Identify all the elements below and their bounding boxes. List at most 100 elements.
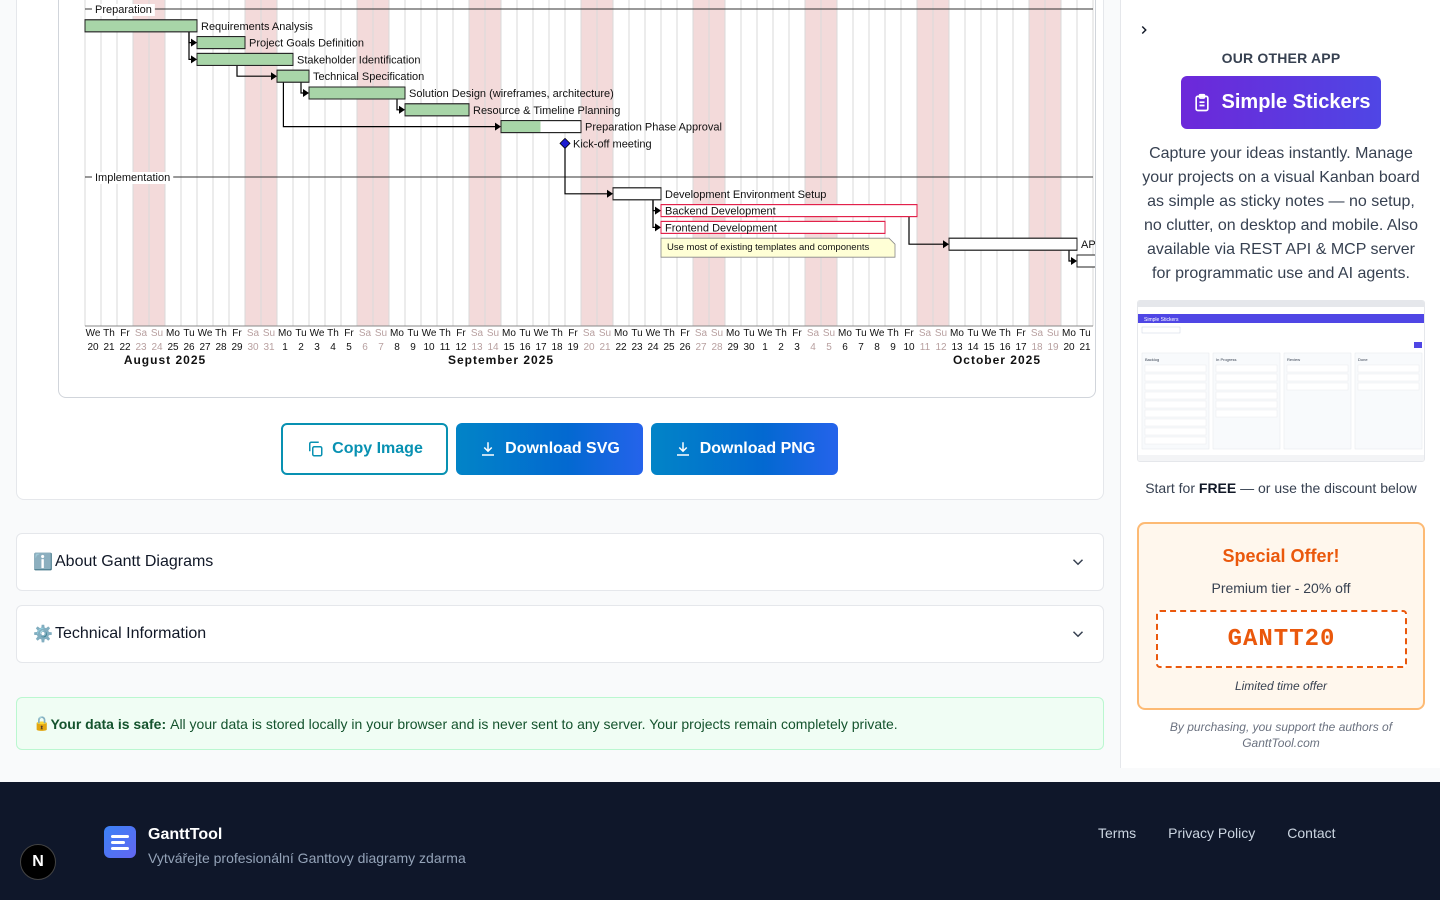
preview-card [1215, 400, 1278, 409]
day-letter: Sa [359, 328, 372, 339]
safety-heading: Your data is safe: [50, 715, 167, 732]
day-number: 10 [903, 342, 915, 353]
promo-sidebar: OUR OTHER APP Simple Stickers Capture yo… [1120, 0, 1440, 768]
footer-brand-name[interactable]: GanttTool [148, 826, 223, 843]
copy-icon [309, 441, 323, 457]
task-bar-outline [404, 103, 470, 117]
gantt-card: Preparation Implementation Requirements An… [16, 0, 1104, 500]
day-letter: We [982, 328, 997, 339]
preview-card [1357, 382, 1420, 391]
simple-stickers-button[interactable]: Simple Stickers [1181, 76, 1381, 129]
day-number: 31 [263, 342, 275, 353]
day-number: 22 [615, 342, 627, 353]
day-letter: Su [151, 328, 163, 339]
day-number: 3 [794, 342, 800, 353]
task-bar-outline [276, 69, 310, 83]
day-letter: Fr [232, 328, 242, 339]
app-screenshot-preview[interactable]: Simple Stickers Backlog In Progress Review… [1137, 300, 1425, 462]
discount-code[interactable]: GANTT20 [1156, 610, 1407, 668]
day-number: 25 [663, 342, 675, 353]
day-number: 13 [951, 342, 963, 353]
support-text: By purchasing, you support the authors o… [1169, 720, 1393, 750]
task-label: Backend Development [665, 206, 776, 218]
start-free-suffix: — or use the discount below [1236, 480, 1417, 496]
day-letter: Mo [166, 328, 180, 339]
download-svg-button[interactable]: Download SVG [456, 423, 643, 475]
day-letter: Sa [807, 328, 820, 339]
day-number: 11 [920, 342, 931, 353]
gantttool-logo-icon[interactable] [104, 826, 136, 858]
day-number: 14 [487, 342, 499, 353]
day-number: 12 [935, 342, 947, 353]
day-number: 28 [215, 342, 227, 353]
footer-link-contact[interactable]: Contact [1287, 825, 1336, 841]
day-letter: Tu [743, 328, 754, 339]
task-bar-outline [1076, 254, 1095, 268]
copy-image-label: Copy Image [332, 440, 423, 457]
note-text: Use most of existing templates and compo… [667, 242, 869, 253]
task-bar-outline [948, 237, 1078, 251]
task-progress [85, 20, 197, 32]
weekend-shade [693, 0, 709, 326]
day-number: 1 [282, 342, 288, 353]
task-bar-outline [660, 220, 886, 234]
preview-card [1286, 364, 1349, 373]
day-number: 24 [647, 342, 659, 353]
weekend-shade [917, 0, 933, 326]
accordion-about-title: About Gantt Diagrams [55, 553, 214, 570]
day-number: 7 [378, 342, 384, 353]
day-letter: Su [487, 328, 499, 339]
nextjs-dev-badge[interactable]: N [20, 844, 56, 880]
weekend-shade [1029, 0, 1045, 326]
day-letter: Th [999, 328, 1011, 339]
accordion-technical-title: Technical Information [55, 625, 207, 642]
preview-column-title: Backlog [1145, 357, 1159, 362]
day-letter: We [422, 328, 437, 339]
day-number: 27 [199, 342, 211, 353]
task-progress [309, 87, 405, 99]
day-number: 25 [167, 342, 179, 353]
footer-link-terms[interactable]: Terms [1098, 825, 1137, 841]
day-number: 8 [394, 342, 400, 353]
copy-image-button[interactable]: Copy Image [281, 423, 448, 475]
day-letter: Su [935, 328, 947, 339]
weekend-shade [245, 0, 261, 326]
day-number: 9 [890, 342, 896, 353]
preview-title: Simple Stickers [1144, 317, 1179, 323]
day-letter: Fr [680, 328, 690, 339]
day-number: 4 [810, 342, 816, 353]
day-letter: Mo [278, 328, 292, 339]
day-number: 3 [314, 342, 320, 353]
weekend-shade [821, 0, 837, 326]
weekend-shade [1045, 0, 1061, 326]
month-label: August 2025 [124, 353, 206, 367]
day-letter: We [758, 328, 773, 339]
dependency-arrow [399, 105, 405, 114]
weekend-shade [709, 0, 725, 326]
preview-card [1144, 436, 1207, 445]
day-letter: Tu [1079, 328, 1090, 339]
day-letter: Mo [390, 328, 404, 339]
safety-text: All your data is stored locally in your … [170, 715, 898, 732]
day-letter: Sa [583, 328, 596, 339]
footer-link-privacy[interactable]: Privacy Policy [1168, 825, 1256, 841]
task-label: Development Environment Setup [665, 189, 826, 201]
day-number: 18 [551, 342, 563, 353]
day-letter: Th [551, 328, 563, 339]
preview-card [1144, 373, 1207, 382]
day-letter: Fr [344, 328, 354, 339]
day-letter: Fr [120, 328, 130, 339]
day-letter: Th [327, 328, 339, 339]
download-png-button[interactable]: Download PNG [651, 423, 838, 475]
offer-title: Special Offer! [1222, 546, 1340, 566]
day-number: 28 [711, 342, 723, 353]
day-number: 30 [743, 342, 755, 353]
info-icon: ℹ️ [33, 554, 53, 571]
accordion-technical-info[interactable]: ⚙️ Technical Information [16, 605, 1104, 663]
accordion-about-gantt[interactable]: ℹ️ About Gantt Diagrams [16, 533, 1104, 591]
preview-column-title: Done [1358, 357, 1368, 362]
day-letter: Th [663, 328, 675, 339]
day-number: 5 [826, 342, 832, 353]
day-number: 6 [842, 342, 848, 353]
chevron-right-icon[interactable] [1137, 22, 1151, 38]
